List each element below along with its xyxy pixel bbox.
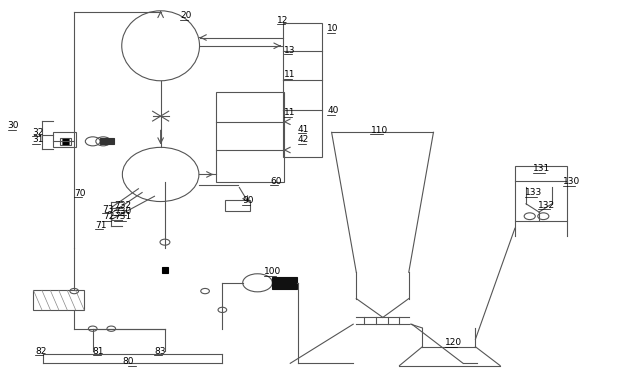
Text: 71: 71 <box>95 221 107 230</box>
Text: 42: 42 <box>298 135 309 144</box>
Bar <box>62 138 69 145</box>
Text: 110: 110 <box>371 125 388 135</box>
Bar <box>100 138 113 144</box>
Text: 81: 81 <box>93 347 104 356</box>
Text: 73: 73 <box>102 205 113 213</box>
Bar <box>272 277 297 289</box>
Bar <box>162 266 168 273</box>
Text: 133: 133 <box>525 188 542 197</box>
Text: 10: 10 <box>327 24 339 33</box>
Bar <box>33 290 84 310</box>
Bar <box>226 200 250 211</box>
Text: 70: 70 <box>74 189 86 198</box>
Bar <box>216 92 284 182</box>
Text: 83: 83 <box>154 347 166 356</box>
Text: 41: 41 <box>298 125 309 134</box>
Text: 40: 40 <box>327 106 339 115</box>
Text: 100: 100 <box>264 267 281 276</box>
Text: 732: 732 <box>113 201 131 210</box>
Text: 32: 32 <box>32 128 43 137</box>
Text: 80: 80 <box>122 357 134 366</box>
Text: 131: 131 <box>533 164 551 173</box>
Text: 12: 12 <box>277 16 289 25</box>
Text: 60: 60 <box>270 177 281 186</box>
Text: 11: 11 <box>284 70 296 79</box>
Text: 731: 731 <box>113 213 131 221</box>
Text: 82: 82 <box>35 347 46 356</box>
Text: 132: 132 <box>538 201 556 210</box>
Text: 13: 13 <box>284 46 296 55</box>
Bar <box>283 23 322 157</box>
Text: 31: 31 <box>32 135 44 144</box>
Text: 30: 30 <box>7 121 19 130</box>
Bar <box>515 166 567 221</box>
Text: 130: 130 <box>563 177 580 186</box>
Text: 730: 730 <box>113 207 131 216</box>
Text: 90: 90 <box>242 196 254 205</box>
Text: 120: 120 <box>445 338 462 348</box>
Text: 11: 11 <box>284 108 296 117</box>
Text: 72: 72 <box>104 212 115 221</box>
Bar <box>53 132 76 147</box>
Text: 20: 20 <box>180 11 192 20</box>
Bar <box>60 138 71 145</box>
